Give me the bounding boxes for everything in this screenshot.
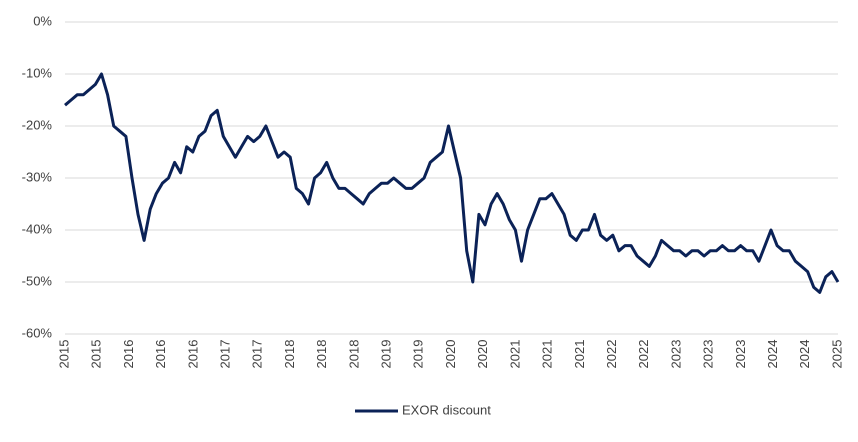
x-tick-label: 2023	[701, 340, 716, 369]
x-tick-label: 2021	[540, 340, 555, 369]
x-tick-label: 2015	[56, 340, 71, 369]
x-tick-label: 2020	[443, 340, 458, 369]
x-tick-label: 2017	[217, 340, 232, 369]
line-series	[64, 72, 840, 294]
x-tick-label: 2017	[250, 340, 265, 369]
x-tick-label: 2022	[604, 340, 619, 369]
x-tick-label: 2015	[89, 340, 104, 369]
x-tick-label: 2018	[346, 340, 361, 369]
y-tick-label: -20%	[22, 117, 53, 132]
x-tick-label: 2020	[475, 340, 490, 369]
y-tick-label: -50%	[22, 273, 53, 288]
x-tick-label: 2025	[829, 340, 844, 369]
x-tick-label: 2018	[282, 340, 297, 369]
y-tick-label: -30%	[22, 169, 53, 184]
x-tick-label: 2024	[797, 340, 812, 369]
x-tick-label: 2019	[411, 340, 426, 369]
x-tick-label: 2016	[153, 340, 168, 369]
x-tick-label: 2023	[733, 340, 748, 369]
x-tick-label: 2023	[668, 340, 683, 369]
x-tick-label: 2016	[121, 340, 136, 369]
x-tick-label: 2016	[185, 340, 200, 369]
x-tick-label: 2021	[507, 340, 522, 369]
x-tick-label: 2018	[314, 340, 329, 369]
x-tick-label: 2019	[379, 340, 394, 369]
x-tick-label: 2022	[636, 340, 651, 369]
x-tick-label: 2021	[572, 340, 587, 369]
y-tick-label: -10%	[22, 65, 53, 80]
legend-label: EXOR discount	[402, 402, 491, 417]
y-tick-label: -40%	[22, 221, 53, 236]
y-tick-label: -60%	[22, 325, 53, 340]
y-tick-label: 0%	[33, 13, 52, 28]
x-tick-label: 2024	[765, 340, 780, 369]
